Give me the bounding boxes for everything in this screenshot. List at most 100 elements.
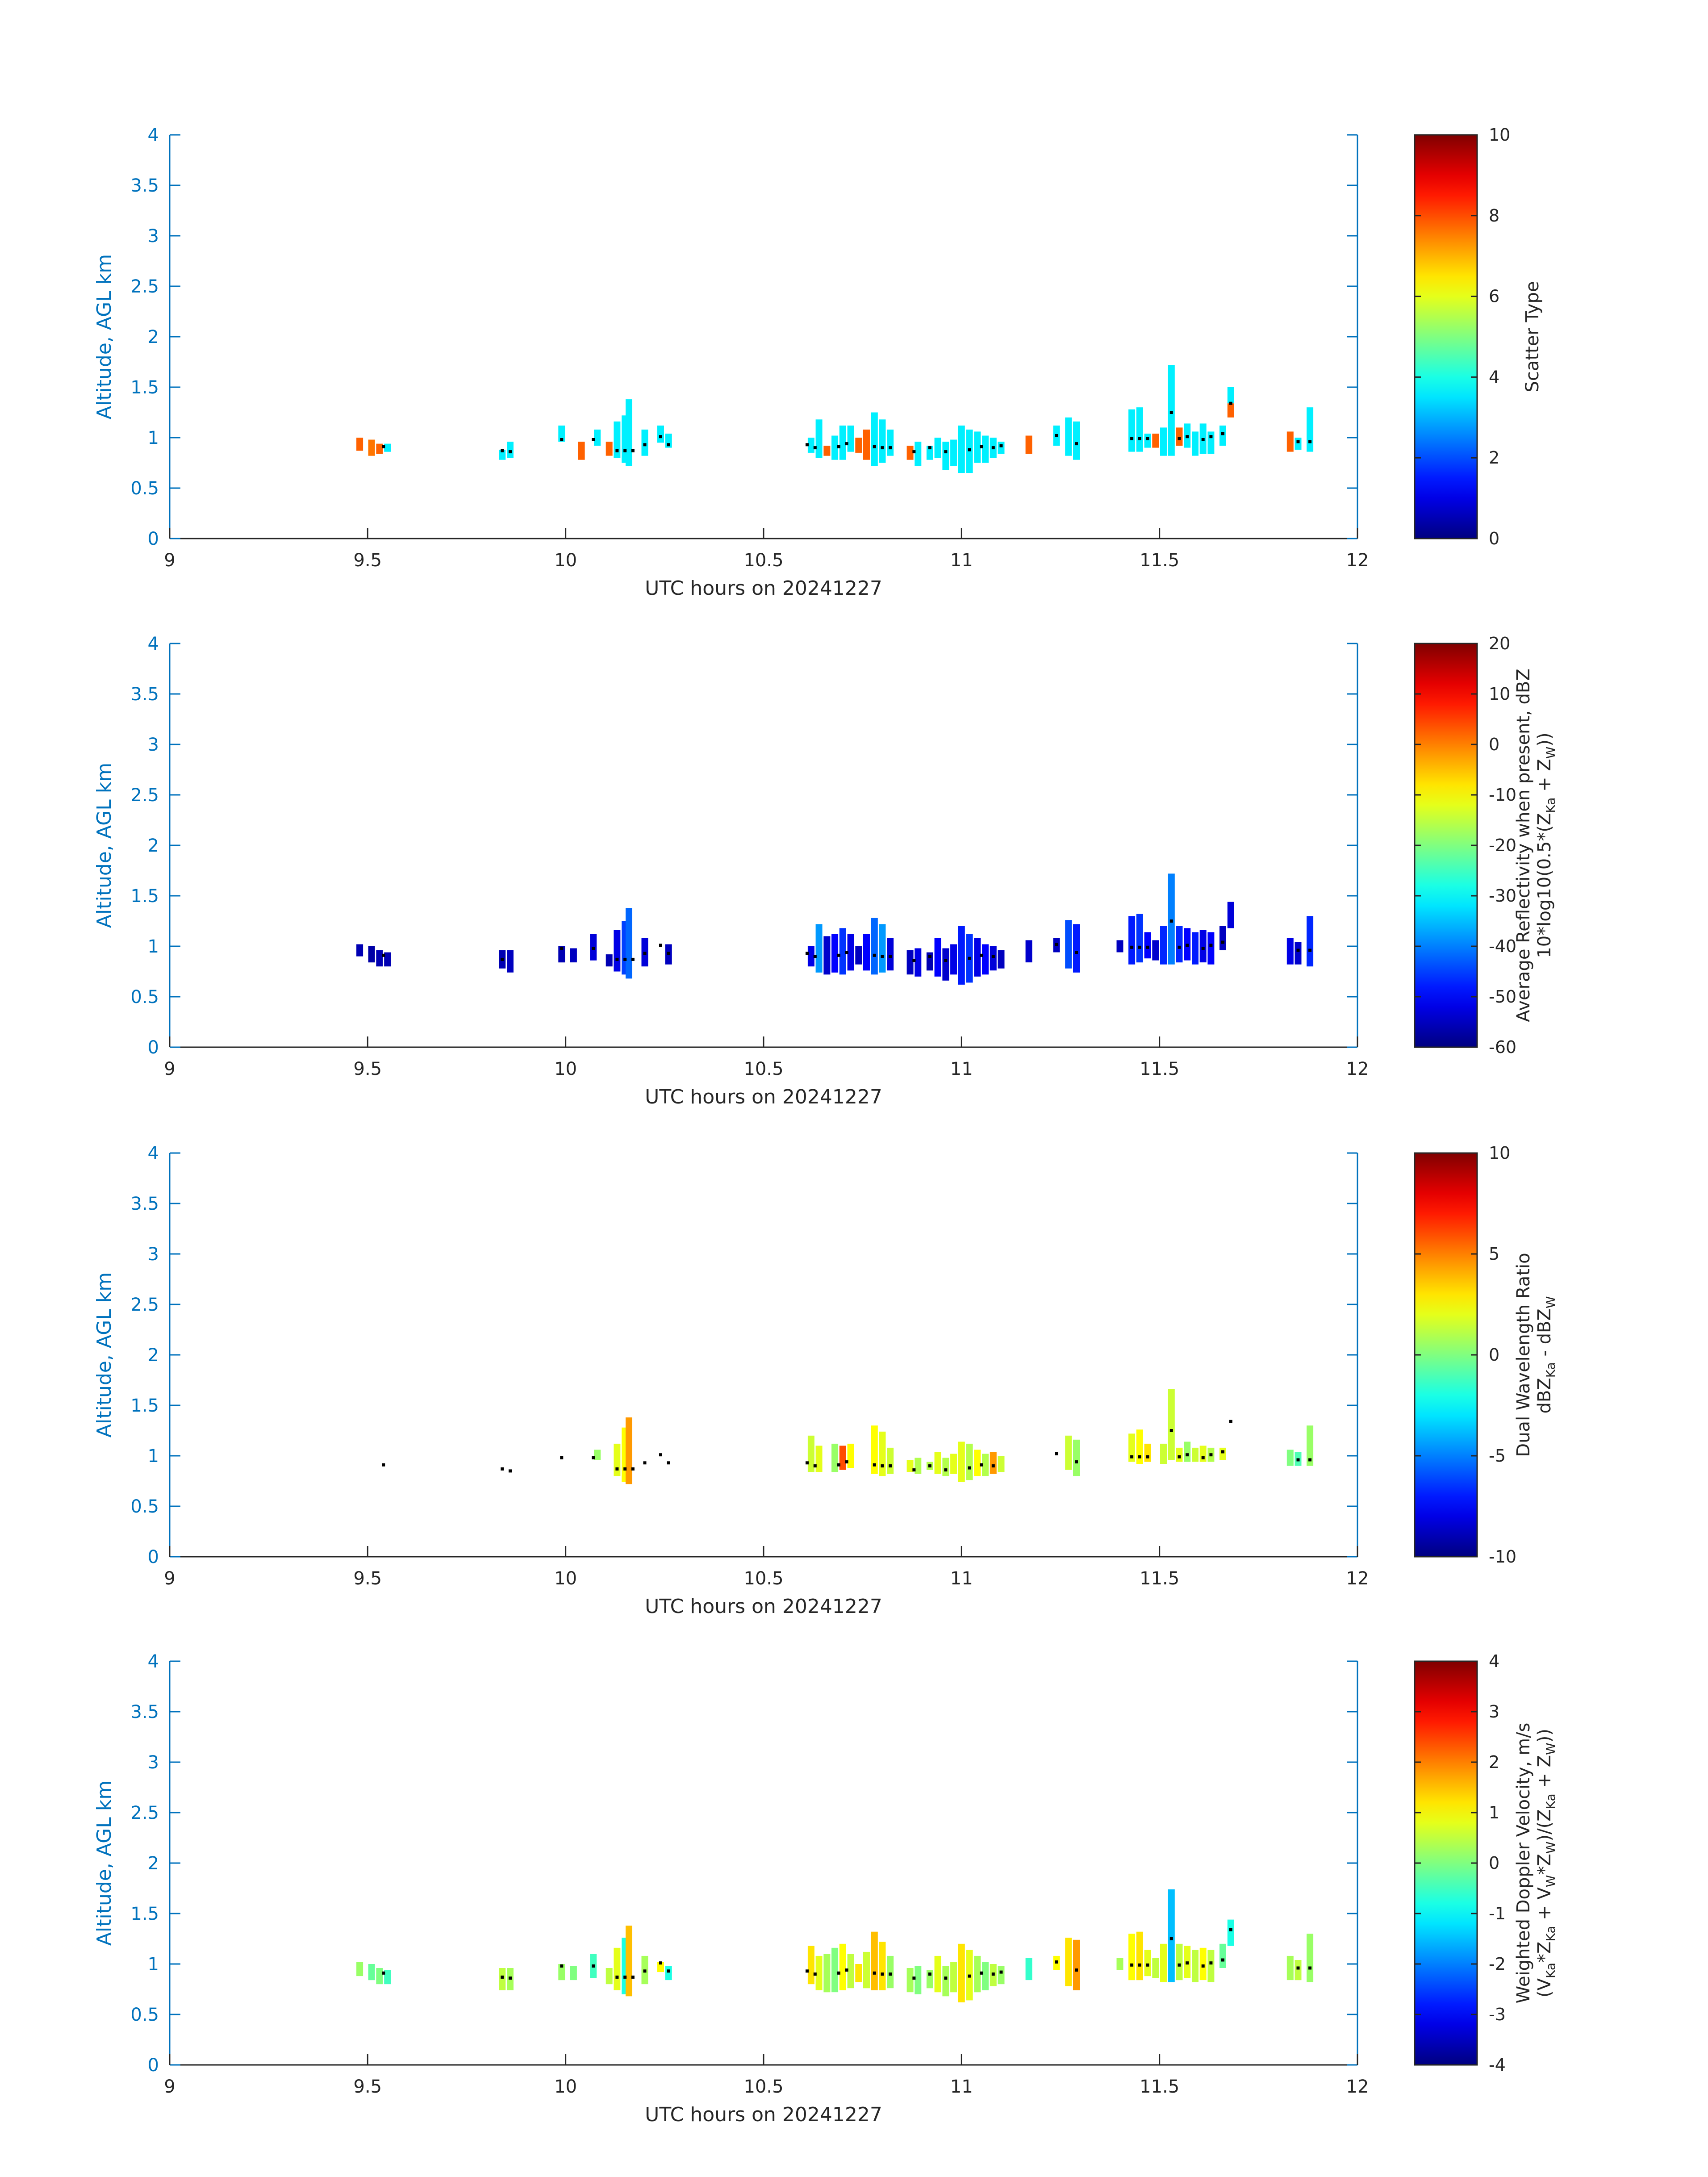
marker-point xyxy=(1186,435,1189,439)
marker-point xyxy=(382,1971,385,1975)
data-cell xyxy=(871,918,878,975)
colorbar-tick-label: 4 xyxy=(1489,1651,1499,1671)
marker-point xyxy=(623,1975,627,1979)
data-cell xyxy=(1152,940,1159,961)
data-cell xyxy=(990,1452,997,1474)
data-cell xyxy=(570,1966,577,1981)
data-cell xyxy=(982,435,989,463)
data-cell xyxy=(1136,914,1143,963)
data-cell xyxy=(1128,409,1136,452)
x-tick-label: 10.5 xyxy=(743,1059,783,1079)
data-cell xyxy=(1025,1958,1032,1981)
data-cell xyxy=(657,1962,664,1972)
x-tick-label: 11.5 xyxy=(1140,550,1179,571)
y-tick-label: 0 xyxy=(148,1547,159,1567)
marker-point xyxy=(1308,1458,1312,1462)
data-cell xyxy=(368,946,375,963)
data-cell xyxy=(614,930,621,972)
marker-point xyxy=(1138,437,1141,440)
marker-point xyxy=(1075,442,1078,446)
marker-point xyxy=(845,442,848,446)
marker-point xyxy=(560,438,564,441)
data-cell xyxy=(1192,932,1199,965)
data-cell xyxy=(1295,942,1302,965)
data-cell xyxy=(839,425,846,460)
y-tick-label: 0 xyxy=(148,529,159,549)
label-subscript: W xyxy=(1543,747,1558,759)
x-tick-label: 10.5 xyxy=(743,2077,783,2097)
marker-point xyxy=(631,957,635,961)
data-cell xyxy=(950,1962,957,1993)
marker-point xyxy=(944,450,948,454)
marker-point xyxy=(667,443,670,447)
y-tick-label: 3 xyxy=(148,1752,159,1773)
x-tick-label: 10 xyxy=(554,2077,577,2097)
colorbar-tick-label: 20 xyxy=(1489,634,1510,653)
marker-point xyxy=(659,1453,662,1457)
data-cell xyxy=(507,442,514,458)
data-cell xyxy=(368,1964,375,1981)
label-subscript: Ka xyxy=(1543,1362,1558,1378)
marker-point xyxy=(659,944,662,947)
marker-point xyxy=(643,443,647,447)
data-cell xyxy=(507,950,514,973)
data-cell xyxy=(1295,438,1302,450)
marker-point xyxy=(968,1974,971,1978)
data-cell xyxy=(1136,1429,1143,1464)
data-cell xyxy=(823,936,831,975)
x-tick-label: 11.5 xyxy=(1140,2077,1179,2097)
label-text: )) xyxy=(1534,732,1555,746)
data-cell xyxy=(847,1443,854,1468)
marker-point xyxy=(643,1461,647,1465)
markers xyxy=(382,401,1312,454)
colorbar-tick-label: -5 xyxy=(1489,1446,1506,1466)
data-cell xyxy=(606,954,613,967)
y-tick-label: 4 xyxy=(148,125,159,146)
label-text: )/(Z xyxy=(1534,1809,1555,1841)
marker-point xyxy=(813,1464,817,1468)
marker-point xyxy=(592,1456,595,1459)
marker-point xyxy=(1201,1964,1205,1968)
colorbar-tick-label: 10 xyxy=(1489,1143,1510,1163)
y-tick-label: 0 xyxy=(148,2055,159,2076)
marker-point xyxy=(1221,1450,1224,1454)
data-cell xyxy=(1199,930,1207,963)
marker-point xyxy=(912,1468,916,1472)
data-cell xyxy=(831,934,839,973)
data-cell xyxy=(1192,431,1199,456)
data-cell xyxy=(887,938,894,971)
data-cell xyxy=(823,1954,831,1993)
data-cell xyxy=(847,425,854,452)
marker-point xyxy=(991,1464,995,1468)
x-tick-label: 10 xyxy=(554,1059,577,1079)
marker-point xyxy=(999,444,1003,447)
data-cell xyxy=(1065,1938,1072,1986)
colorbar-tick-label: -10 xyxy=(1489,1547,1516,1567)
marker-point xyxy=(1186,1961,1189,1965)
data-cell xyxy=(1073,924,1080,973)
colorbar-tick-label: -10 xyxy=(1489,785,1516,805)
marker-point xyxy=(980,445,983,448)
data-cell xyxy=(665,1966,672,1981)
marker-point xyxy=(631,1975,635,1979)
data-cell xyxy=(958,425,965,473)
data-cell xyxy=(1065,920,1072,969)
colorbar: -4 -3 -2 -1 0 1 2 3 4 Weighted Doppler Velocity, … xyxy=(1414,1651,1558,2075)
marker-point xyxy=(1186,1453,1189,1457)
data-cell xyxy=(1227,403,1234,418)
marker-point xyxy=(501,449,504,452)
data-cell xyxy=(1073,1939,1080,1990)
x-tick-label: 9 xyxy=(164,2077,175,2097)
marker-point xyxy=(1169,411,1173,414)
y-tick-label: 3.5 xyxy=(130,684,159,705)
data-cell xyxy=(1307,916,1314,967)
marker-point xyxy=(980,1463,983,1467)
label-subscript: Ka xyxy=(1543,798,1558,813)
data-cell xyxy=(614,421,621,458)
marker-point xyxy=(1055,434,1058,437)
marker-point xyxy=(623,449,627,452)
colorbar-label-formula: (VKa*ZKa + VW*ZW)/(ZKa + ZW)) xyxy=(1534,1729,1558,1997)
data-cell xyxy=(966,1443,973,1480)
data-cell xyxy=(915,442,922,466)
label-text: 10*log10(0.5*(Z xyxy=(1534,813,1555,958)
